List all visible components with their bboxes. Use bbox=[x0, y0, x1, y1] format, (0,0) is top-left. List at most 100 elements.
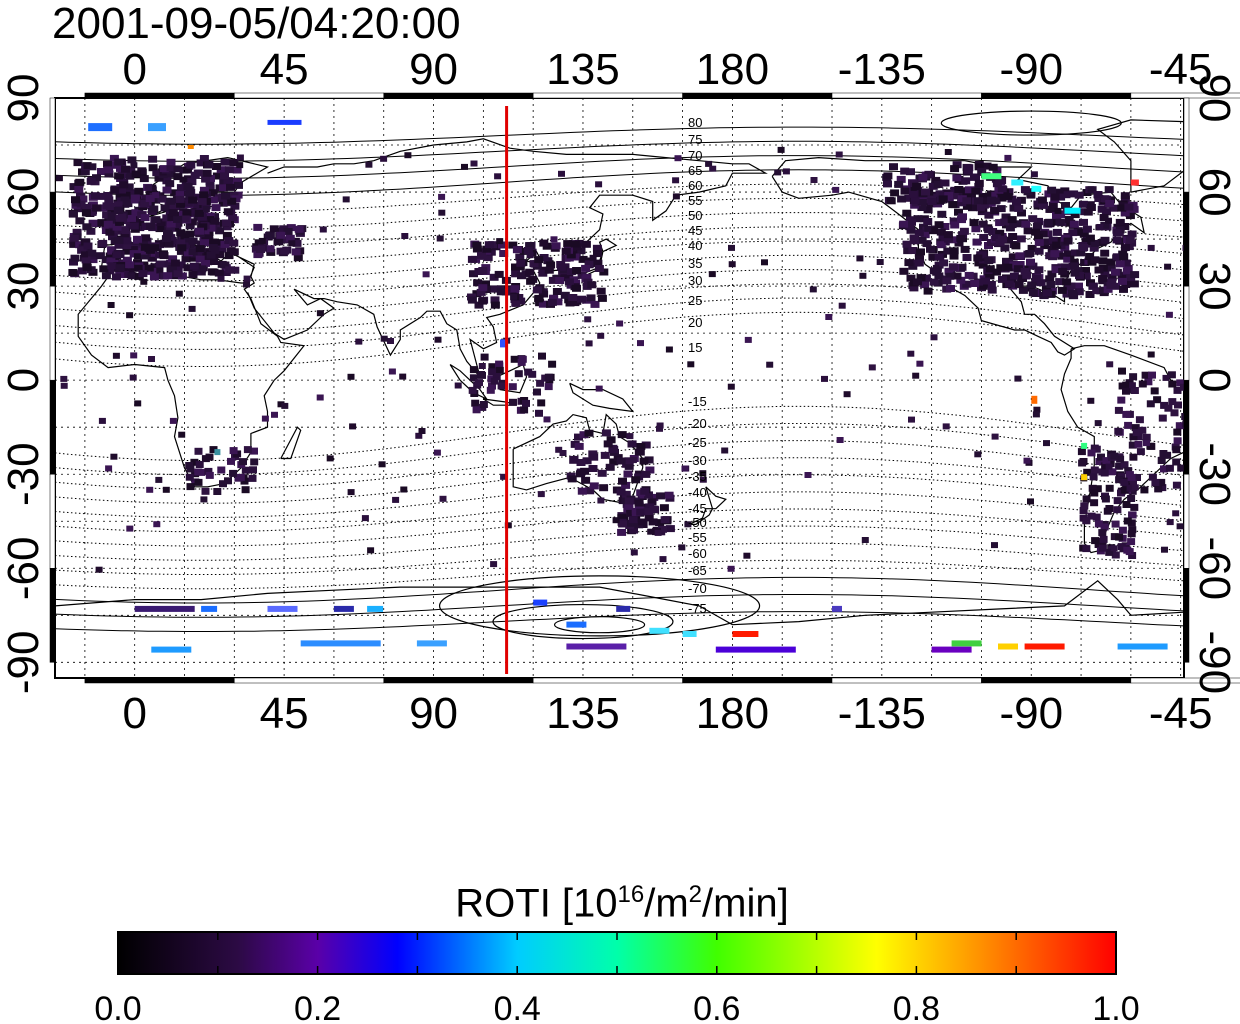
roti-cell bbox=[616, 488, 626, 496]
roti-cell bbox=[1108, 468, 1117, 476]
roti-cell bbox=[1114, 427, 1123, 435]
roti-cell bbox=[77, 246, 87, 254]
roti-cell bbox=[612, 517, 620, 524]
contour-label: 70 bbox=[688, 148, 702, 163]
roti-cell bbox=[434, 336, 442, 343]
roti-cell bbox=[921, 274, 931, 282]
roti-cell bbox=[971, 225, 981, 233]
roti-cell bbox=[1083, 208, 1093, 216]
roti-cell bbox=[1100, 270, 1110, 278]
roti-cell bbox=[189, 254, 198, 262]
roti-cell bbox=[918, 173, 928, 181]
roti-cell bbox=[475, 379, 483, 387]
colorbar-tick-label: 0.8 bbox=[893, 990, 940, 1024]
roti-cell bbox=[644, 491, 653, 499]
roti-cell bbox=[201, 175, 211, 183]
roti-cell bbox=[640, 487, 650, 495]
roti-cell bbox=[361, 515, 369, 522]
roti-cell bbox=[1026, 258, 1035, 266]
roti-cell bbox=[227, 197, 237, 205]
bottom-lon-label: 90 bbox=[409, 689, 458, 738]
roti-cell bbox=[105, 252, 115, 260]
roti-cell bbox=[929, 227, 938, 235]
roti-cell bbox=[569, 456, 579, 464]
axis-bar-segment bbox=[1183, 191, 1190, 287]
roti-cell bbox=[1116, 455, 1125, 463]
roti-cell bbox=[274, 238, 284, 246]
roti-cell bbox=[974, 163, 984, 171]
roti-cell bbox=[536, 379, 545, 387]
roti-cell-active bbox=[931, 646, 972, 653]
roti-cell bbox=[112, 352, 120, 359]
axis-bar-segment bbox=[234, 92, 384, 99]
roti-cell bbox=[995, 238, 1005, 246]
contour-label: 60 bbox=[688, 178, 702, 193]
roti-cell bbox=[1125, 236, 1135, 244]
roti-cell bbox=[1014, 204, 1024, 212]
roti-cell bbox=[1120, 244, 1130, 252]
roti-cell-active bbox=[148, 123, 166, 132]
roti-cell bbox=[558, 170, 565, 177]
axis-bar-segment bbox=[49, 379, 56, 475]
roti-cell bbox=[175, 290, 183, 297]
roti-cell bbox=[159, 252, 169, 260]
roti-cell bbox=[122, 242, 132, 250]
roti-cell bbox=[523, 247, 533, 254]
roti-cell bbox=[157, 195, 167, 203]
roti-cell bbox=[959, 227, 969, 235]
right-lat-label: -30 bbox=[1190, 442, 1239, 506]
roti-cell bbox=[636, 443, 646, 450]
roti-cell bbox=[992, 234, 1001, 242]
roti-cell bbox=[173, 215, 183, 223]
roti-cell bbox=[1046, 281, 1056, 288]
roti-cell bbox=[285, 234, 295, 242]
roti-cell-active bbox=[998, 643, 1018, 650]
roti-cell bbox=[76, 200, 86, 208]
roti-cell bbox=[931, 176, 941, 184]
roti-cell bbox=[972, 238, 982, 246]
roti-cell-active bbox=[187, 145, 194, 149]
roti-cell bbox=[145, 195, 155, 202]
roti-cell bbox=[1167, 371, 1176, 379]
roti-cell bbox=[572, 284, 581, 292]
roti-cell bbox=[81, 209, 91, 217]
roti-cell bbox=[624, 501, 634, 509]
roti-cell bbox=[1123, 517, 1132, 525]
roti-cell bbox=[538, 269, 548, 277]
roti-cell bbox=[1000, 244, 1010, 252]
roti-cell bbox=[546, 261, 556, 269]
roti-cell bbox=[183, 183, 193, 190]
roti-cell bbox=[168, 209, 178, 217]
roti-cell bbox=[743, 552, 751, 559]
roti-cell bbox=[236, 162, 244, 169]
roti-cell bbox=[1005, 224, 1015, 232]
roti-cell bbox=[593, 259, 603, 267]
roti-cell bbox=[948, 201, 958, 209]
top-lon-label: 45 bbox=[260, 45, 309, 94]
roti-cell bbox=[105, 465, 113, 472]
roti-cell bbox=[924, 170, 934, 178]
roti-cell bbox=[548, 276, 558, 284]
roti-cell bbox=[495, 360, 504, 368]
roti-cell bbox=[109, 154, 119, 162]
roti-cell bbox=[525, 242, 535, 250]
roti-cell bbox=[1134, 433, 1143, 441]
roti-cell bbox=[1004, 259, 1014, 267]
roti-cell bbox=[593, 250, 602, 258]
roti-cell bbox=[480, 353, 489, 361]
roti-cell bbox=[131, 170, 141, 178]
roti-cell bbox=[163, 229, 172, 237]
roti-cell bbox=[1143, 440, 1150, 447]
roti-cell bbox=[1148, 473, 1157, 481]
roti-cell bbox=[490, 285, 500, 293]
roti-cell-active bbox=[1031, 395, 1038, 404]
roti-cell bbox=[1063, 237, 1073, 245]
roti-cell bbox=[986, 280, 996, 288]
roti-cell bbox=[1191, 399, 1199, 406]
top-lon-label: 180 bbox=[696, 45, 769, 94]
roti-cell bbox=[908, 190, 918, 198]
colorbar-tick-label: 0.4 bbox=[494, 990, 541, 1024]
roti-cell bbox=[617, 514, 627, 522]
roti-cell bbox=[1173, 437, 1182, 445]
roti-cell bbox=[1076, 249, 1086, 257]
